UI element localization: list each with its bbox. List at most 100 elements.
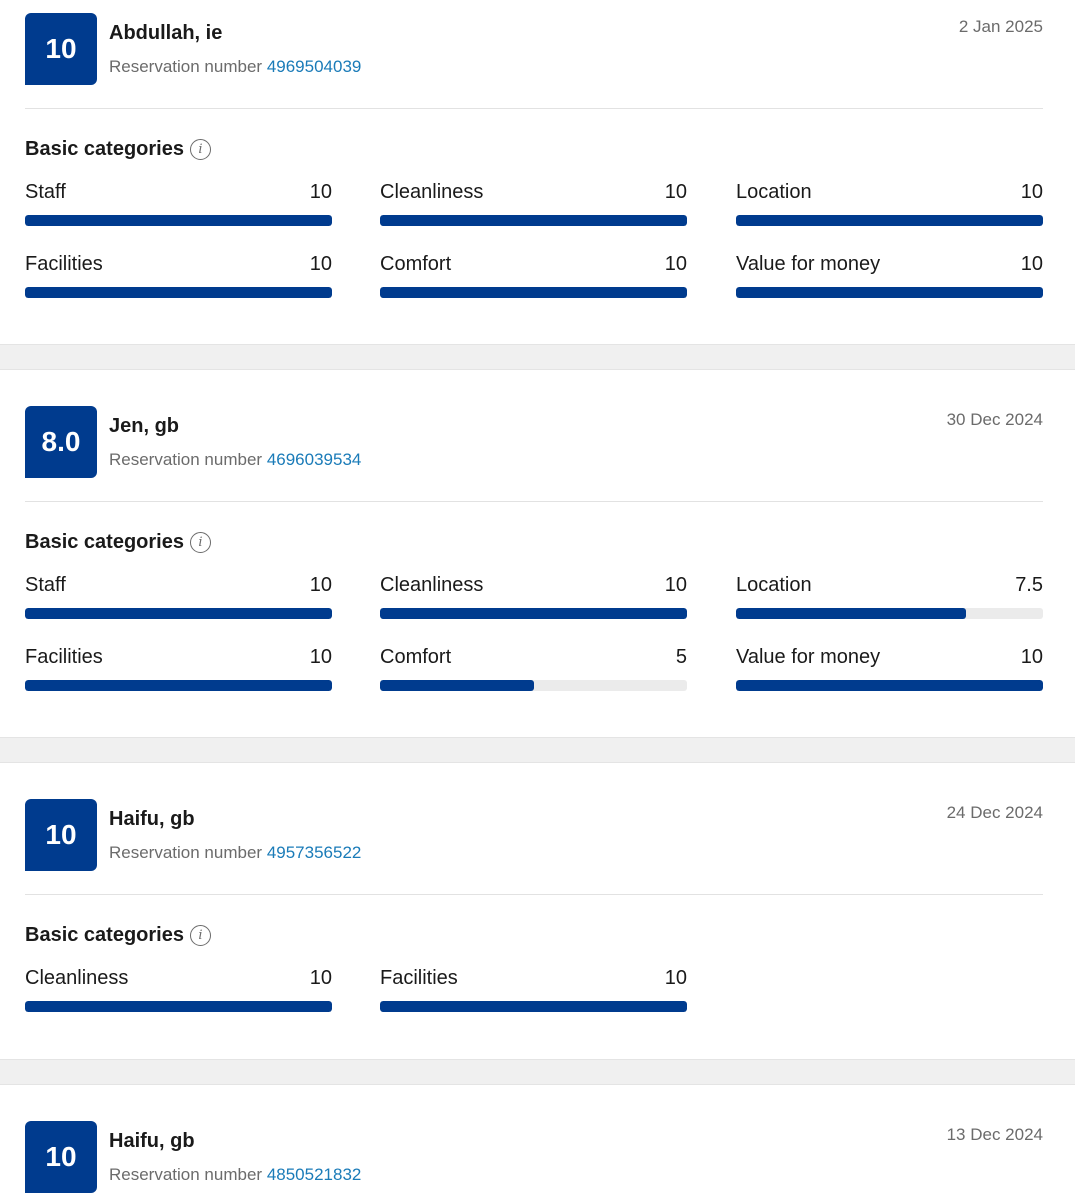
categories-heading-text: Basic categories: [25, 531, 184, 553]
category-label: Location: [736, 181, 812, 203]
reservation-line: Reservation number 4696039534: [109, 450, 361, 470]
category-facilities: Facilities 10: [380, 967, 687, 1017]
category-label: Facilities: [25, 253, 103, 275]
category-score: 10: [664, 967, 687, 989]
score-bar-fill: [25, 608, 332, 619]
category-comfort: Comfort 5: [380, 646, 687, 696]
score-bar: [736, 680, 1043, 691]
review-card: 8.0 Jen, gb Reservation number 469603953…: [0, 393, 1075, 737]
review-card: 10 Haifu, gb Reservation number 49573565…: [0, 786, 1075, 1059]
info-icon[interactable]: i: [189, 925, 211, 946]
category-label: Cleanliness: [380, 574, 484, 596]
review-card: 10 Abdullah, ie Reservation number 49695…: [0, 0, 1075, 344]
category-value-for-money: Value for money 10: [736, 253, 1043, 303]
category-label: Location: [736, 574, 812, 596]
reservation-number-link[interactable]: 4957356522: [266, 843, 362, 862]
categories-heading-text: Basic categories: [25, 138, 184, 160]
category-score: 10: [309, 574, 332, 596]
reservation-number-link[interactable]: 4969504039: [266, 57, 362, 76]
info-icon[interactable]: i: [189, 532, 211, 553]
category-score: 10: [664, 574, 687, 596]
category-score: 10: [309, 967, 332, 989]
category-facilities: Facilities 10: [25, 253, 332, 303]
review-separator: [0, 737, 1075, 763]
score-bar-fill: [736, 680, 1043, 691]
score-bar-fill: [736, 608, 967, 619]
score-bar: [736, 287, 1043, 298]
review-card: 10 Haifu, gb Reservation number 48505218…: [0, 1108, 1075, 1198]
reservation-number-link[interactable]: 4696039534: [266, 450, 362, 469]
score-bar-fill: [25, 1001, 332, 1012]
reservation-label: Reservation number: [109, 450, 263, 469]
reservation-label: Reservation number: [109, 843, 263, 862]
divider: [25, 501, 1043, 502]
score-bar: [25, 680, 332, 691]
reservation-line: Reservation number 4957356522: [109, 843, 361, 863]
score-bar: [25, 215, 332, 226]
review-date: 24 Dec 2024: [946, 803, 1043, 822]
reviewer-name: Abdullah, ie: [109, 22, 223, 44]
score-badge: 10: [25, 799, 97, 871]
category-label: Comfort: [380, 253, 452, 275]
review-date: 13 Dec 2024: [946, 1125, 1043, 1144]
score-bar-fill: [380, 1001, 687, 1012]
category-label: Cleanliness: [25, 967, 129, 989]
category-location: Location 10: [736, 181, 1043, 231]
category-score: 7.5: [1015, 574, 1043, 596]
category-staff: Staff 10: [25, 181, 332, 231]
reservation-number-link[interactable]: 4850521832: [266, 1165, 362, 1184]
categories-heading: Basic categories i: [25, 924, 211, 947]
score-bar-fill: [380, 215, 687, 226]
categories-heading: Basic categories i: [25, 138, 211, 161]
score-badge: 8.0: [25, 406, 97, 478]
info-icon[interactable]: i: [189, 139, 211, 160]
category-label: Value for money: [736, 646, 881, 668]
category-score: 10: [309, 253, 332, 275]
score-bar: [380, 215, 687, 226]
category-label: Comfort: [380, 646, 452, 668]
score-bar: [736, 608, 1043, 619]
divider: [25, 894, 1043, 895]
category-score: 5: [675, 646, 687, 668]
category-label: Facilities: [380, 967, 458, 989]
divider: [25, 108, 1043, 109]
category-score: 10: [1020, 181, 1043, 203]
category-score: 10: [309, 181, 332, 203]
category-label: Staff: [25, 181, 66, 203]
category-score: 10: [1020, 646, 1043, 668]
reservation-line: Reservation number 4969504039: [109, 57, 361, 77]
reviewer-name: Haifu, gb: [109, 1130, 195, 1152]
category-location: Location 7.5: [736, 574, 1043, 624]
reservation-label: Reservation number: [109, 1165, 263, 1184]
category-label: Staff: [25, 574, 66, 596]
category-score: 10: [309, 646, 332, 668]
score-bar-fill: [380, 287, 687, 298]
score-bar-fill: [380, 680, 534, 691]
category-label: Value for money: [736, 253, 881, 275]
review-separator: [0, 1059, 1075, 1085]
category-label: Cleanliness: [380, 181, 484, 203]
category-score: 10: [664, 181, 687, 203]
category-value-for-money: Value for money 10: [736, 646, 1043, 696]
category-label: Facilities: [25, 646, 103, 668]
reservation-line: Reservation number 4850521832: [109, 1165, 361, 1185]
reviewer-name: Haifu, gb: [109, 808, 195, 830]
score-bar: [25, 608, 332, 619]
reviewer-name: Jen, gb: [109, 415, 180, 437]
category-staff: Staff 10: [25, 574, 332, 624]
category-comfort: Comfort 10: [380, 253, 687, 303]
score-bar: [380, 608, 687, 619]
score-bar-fill: [25, 287, 332, 298]
category-cleanliness: Cleanliness 10: [25, 967, 332, 1017]
score-bar-fill: [25, 215, 332, 226]
category-cleanliness: Cleanliness 10: [380, 181, 687, 231]
score-badge: 10: [25, 1121, 97, 1193]
review-separator: [0, 344, 1075, 370]
category-facilities: Facilities 10: [25, 646, 332, 696]
score-bar-fill: [25, 680, 332, 691]
category-score: 10: [1020, 253, 1043, 275]
score-bar: [25, 287, 332, 298]
reservation-label: Reservation number: [109, 57, 263, 76]
category-cleanliness: Cleanliness 10: [380, 574, 687, 624]
